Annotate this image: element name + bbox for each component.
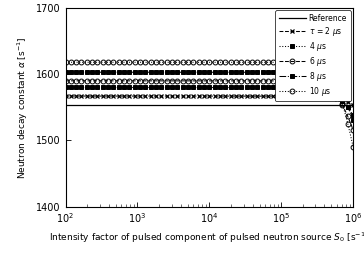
Reference	[63, 104, 68, 107]
Reference	[311, 104, 315, 107]
Reference	[246, 104, 251, 107]
Reference	[351, 104, 355, 107]
X-axis label: Intensity factor of pulsed component of pulsed neutron source $S_0$ [s$^{-1}$]: Intensity factor of pulsed component of …	[49, 231, 364, 245]
Reference	[230, 104, 235, 107]
Reference	[238, 104, 242, 107]
Y-axis label: Neutron decay constant $\alpha$ [s$^{-1}$]: Neutron decay constant $\alpha$ [s$^{-1}…	[16, 36, 31, 179]
Legend: Reference, $\tau$ = 2 $\mu$s, 4 $\mu$s, 6 $\mu$s, 8 $\mu$s, 10 $\mu$s: Reference, $\tau$ = 2 $\mu$s, 4 $\mu$s, …	[275, 10, 351, 101]
Reference	[81, 104, 85, 107]
Reference	[281, 104, 286, 107]
